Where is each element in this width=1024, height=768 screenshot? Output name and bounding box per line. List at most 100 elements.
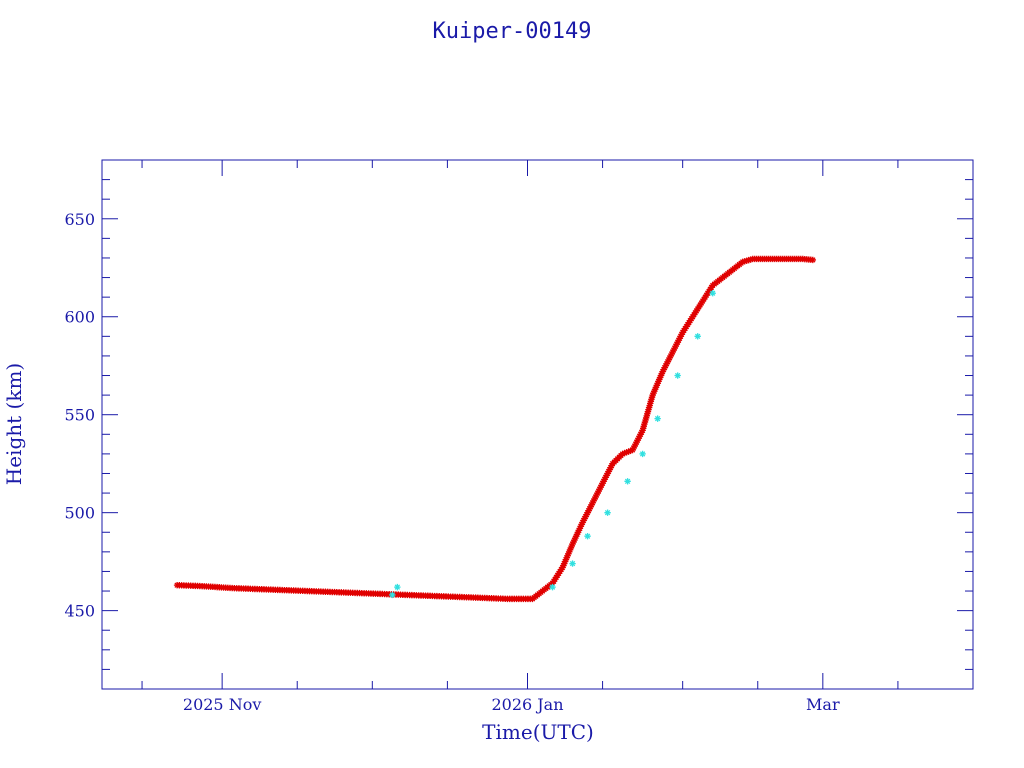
data-point xyxy=(608,462,615,469)
data-point xyxy=(572,532,580,540)
chart-title: Kuiper-00149 xyxy=(433,19,592,44)
data-point xyxy=(650,389,657,397)
data-point xyxy=(674,339,681,346)
data-point xyxy=(625,448,632,455)
data-point xyxy=(672,342,679,350)
data-point xyxy=(586,505,593,512)
series-layer xyxy=(173,255,817,603)
data-point xyxy=(606,466,613,473)
data-point xyxy=(619,450,626,458)
data-point xyxy=(595,487,602,495)
data-point xyxy=(568,542,575,550)
data-point xyxy=(581,515,588,522)
data-point xyxy=(674,372,681,379)
y-tick-label: 550 xyxy=(64,406,95,425)
data-point xyxy=(578,521,585,528)
y-tick-label: 600 xyxy=(64,308,95,327)
data-point xyxy=(669,348,676,356)
data-point xyxy=(635,435,642,442)
data-point xyxy=(668,350,675,358)
data-point xyxy=(585,507,592,514)
data-point xyxy=(624,478,631,485)
data-point xyxy=(670,346,677,354)
data-point xyxy=(653,382,661,389)
data-point xyxy=(569,560,576,567)
x-tick-label: Mar xyxy=(806,695,840,714)
x-tick-label: 2025 Nov xyxy=(183,695,261,714)
data-point xyxy=(657,372,665,379)
data-point xyxy=(637,431,644,438)
data-point xyxy=(621,449,628,457)
data-point xyxy=(580,517,587,524)
data-point xyxy=(809,256,817,264)
data-point xyxy=(570,538,577,546)
data-point xyxy=(677,333,684,340)
data-point xyxy=(394,583,401,591)
data-point xyxy=(588,501,595,509)
data-point xyxy=(594,489,601,497)
data-point xyxy=(660,366,667,373)
data-point xyxy=(596,485,603,493)
data-point xyxy=(709,290,716,297)
series-secondary xyxy=(389,290,716,599)
y-tick-label: 450 xyxy=(64,602,95,621)
data-point xyxy=(574,529,582,536)
data-point xyxy=(656,374,664,381)
data-point xyxy=(604,470,611,477)
data-point xyxy=(565,550,572,558)
data-point xyxy=(579,519,586,526)
data-point xyxy=(673,340,680,348)
data-point xyxy=(649,391,656,399)
data-point xyxy=(562,556,570,563)
data-point xyxy=(597,483,604,491)
data-point xyxy=(571,536,578,544)
y-axis-label: Height (km) xyxy=(2,363,26,485)
data-point xyxy=(589,499,596,507)
data-point xyxy=(601,476,608,483)
data-point xyxy=(569,540,576,548)
plot-frame xyxy=(101,159,974,690)
data-point xyxy=(665,356,672,364)
data-point xyxy=(658,370,666,377)
data-point xyxy=(582,513,589,520)
data-point xyxy=(567,544,575,552)
data-point xyxy=(654,380,661,387)
x-tick-labels: 2025 Nov 2026 Jan Mar xyxy=(183,695,840,714)
data-point xyxy=(651,387,658,395)
data-point xyxy=(651,386,659,393)
data-point xyxy=(577,523,584,530)
data-point xyxy=(639,450,646,458)
data-point xyxy=(678,331,685,338)
data-point xyxy=(630,444,637,452)
data-point xyxy=(659,368,666,375)
data-point xyxy=(600,478,607,485)
y-tick-labels: 450 500 550 600 650 xyxy=(64,210,95,621)
data-point xyxy=(590,497,597,505)
data-point xyxy=(572,534,579,542)
data-point xyxy=(629,446,636,454)
data-point xyxy=(667,352,674,360)
data-point xyxy=(671,344,678,352)
data-point xyxy=(599,480,606,487)
data-point xyxy=(662,362,669,369)
data-point xyxy=(656,376,663,383)
data-point xyxy=(655,378,662,385)
data-point xyxy=(575,527,583,534)
data-point xyxy=(591,495,598,503)
y-tick-label: 500 xyxy=(64,504,95,523)
data-point xyxy=(634,436,641,444)
data-point xyxy=(605,468,612,475)
x-tick-label: 2026 Jan xyxy=(491,695,563,714)
data-point xyxy=(638,429,645,436)
data-point xyxy=(587,503,594,510)
data-point xyxy=(675,337,682,344)
data-point xyxy=(583,511,590,518)
data-point xyxy=(602,474,609,481)
axis-ticks xyxy=(102,159,973,690)
data-point xyxy=(661,364,668,371)
data-point xyxy=(559,564,566,571)
y-tick-label: 650 xyxy=(64,210,95,229)
data-point xyxy=(549,583,556,591)
data-point xyxy=(564,552,571,559)
